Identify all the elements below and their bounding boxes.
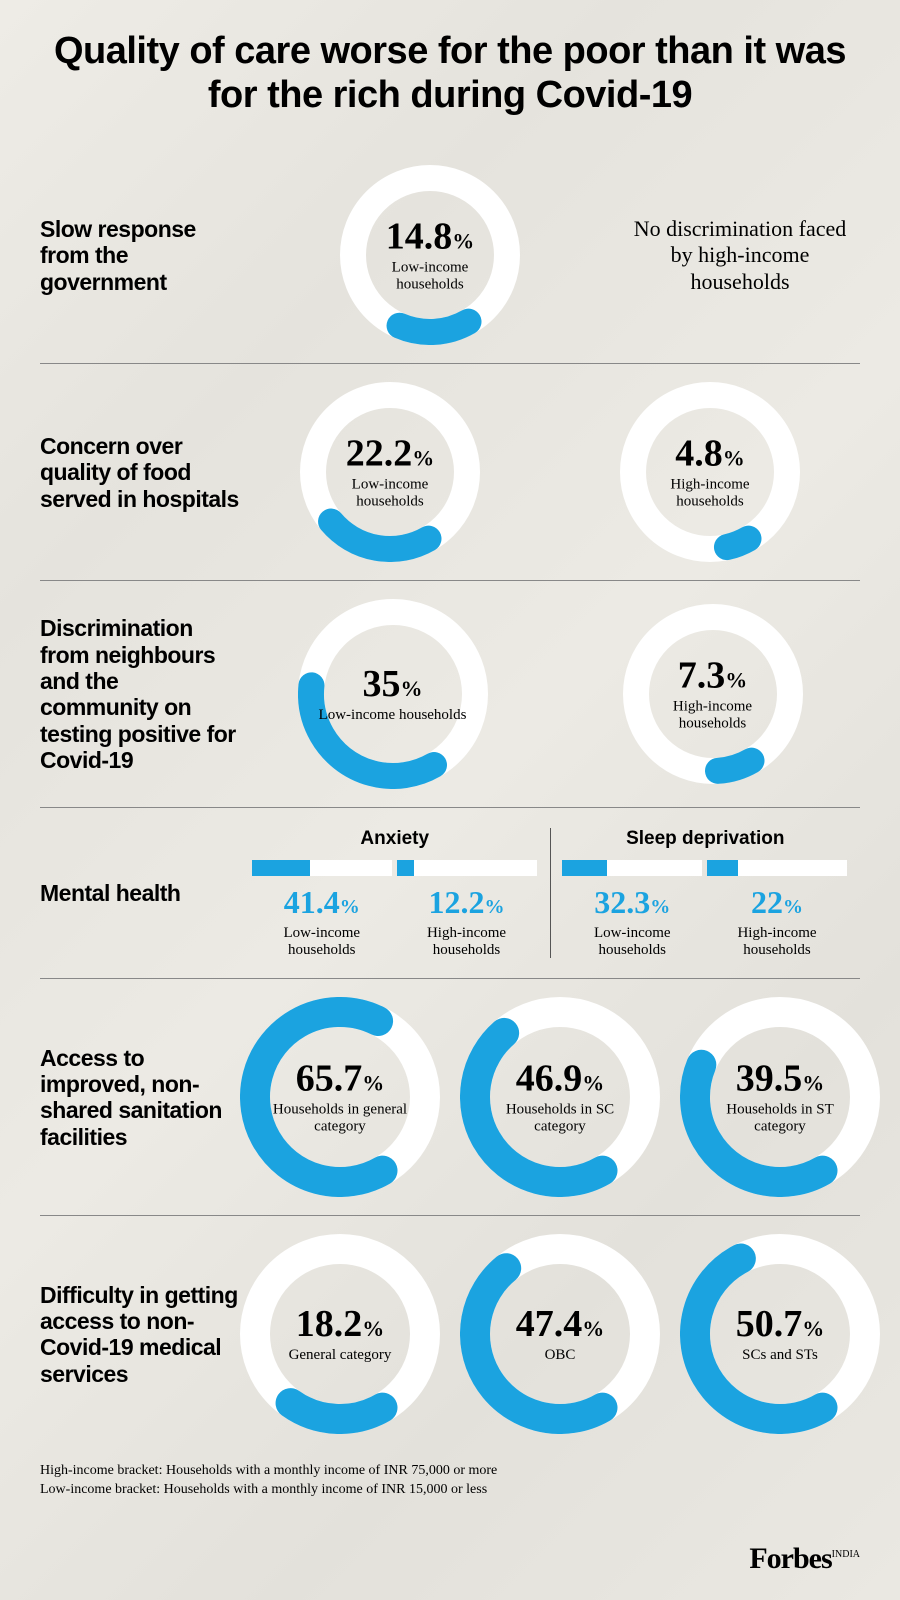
donut-pct: 65.7% [260, 1060, 420, 1098]
donut-pct: 14.8% [358, 218, 502, 256]
donut-center: 46.9% Households in SC category [480, 1060, 640, 1135]
donut-gov-low: 14.8% Low-income households [340, 165, 520, 345]
section-label: Difficulty in getting access to non-Covi… [40, 1282, 240, 1388]
mental-heading: Sleep deprivation [561, 828, 851, 850]
donut-center: 39.5% Households in ST category [700, 1060, 860, 1135]
section-gov: Slow response from the government 14.8% … [40, 147, 860, 364]
section-label: Mental health [40, 880, 240, 906]
donut-row: 14.8% Low-income households [240, 165, 620, 345]
donut-access-1: 47.4% OBC [460, 1234, 660, 1434]
footnote-line: High-income bracket: Households with a m… [40, 1462, 860, 1480]
footnotes: High-income bracket: Households with a m… [40, 1462, 860, 1498]
mental-pair: 41.4% Low-income households 12.2% High-i… [250, 860, 540, 958]
bar-fg [562, 860, 607, 876]
donut-row: 35% Low-income households 7.3% High-inco… [240, 599, 860, 789]
bar-fg [397, 860, 414, 876]
donut-pct: 22.2% [318, 435, 462, 473]
brand-sup: INDIA [832, 1549, 860, 1560]
donut-food-low: 22.2% Low-income households [300, 382, 480, 562]
donut-caption: OBC [480, 1347, 640, 1364]
donut-pct: 39.5% [700, 1060, 860, 1098]
donut-center: 47.4% OBC [480, 1305, 640, 1364]
donut-caption: High-income households [641, 699, 785, 732]
donut-discrim-low: 35% Low-income households [298, 599, 488, 789]
bar-bg [707, 860, 847, 876]
donut-row: 65.7% Households in general category 46.… [240, 997, 880, 1197]
brand-logo: ForbesINDIA [749, 1542, 860, 1576]
mental-pct: 12.2% [394, 884, 540, 921]
section-label: Discrimination from neighbours and the c… [40, 615, 240, 774]
donut-center: 35% Low-income households [317, 665, 469, 724]
brand-text: Forbes [749, 1542, 831, 1575]
infographic-page: Quality of care worse for the poor than … [0, 0, 900, 1600]
donut-caption: Households in SC category [480, 1102, 640, 1135]
section-mental: Mental health Anxiety 41.4% Low-income h… [40, 808, 860, 979]
mental-item: 12.2% High-income households [394, 860, 540, 958]
donut-row: 18.2% General category 47.4% OBC 50.7% S… [240, 1234, 880, 1434]
section-access: Difficulty in getting access to non-Covi… [40, 1216, 860, 1452]
bar-bg [397, 860, 537, 876]
donut-pct: 4.8% [638, 435, 782, 473]
footnote-line: Low-income bracket: Households with a mo… [40, 1481, 860, 1499]
mental-heading: Anxiety [250, 828, 540, 850]
section-note: No discrimination faced by high-income h… [620, 216, 860, 295]
section-label: Access to improved, non-shared sanitatio… [40, 1045, 240, 1151]
donut-access-2: 50.7% SCs and STs [680, 1234, 880, 1434]
mental-anxiety: Anxiety 41.4% Low-income households 12.2… [240, 828, 551, 958]
donut-caption: Households in ST category [700, 1102, 860, 1135]
bar-fg [252, 860, 310, 876]
donut-caption: Low-income households [318, 477, 462, 510]
donut-caption: Low-income households [358, 260, 502, 293]
donut-pct: 18.2% [260, 1305, 420, 1343]
section-label: Concern over quality of food served in h… [40, 433, 240, 512]
donut-discrim-high: 7.3% High-income households [623, 599, 803, 789]
section-sanitation: Access to improved, non-shared sanitatio… [40, 979, 860, 1216]
donut-pct: 47.4% [480, 1305, 640, 1343]
bar-bg [252, 860, 392, 876]
donut-caption: SCs and STs [700, 1347, 860, 1364]
donut-caption: High-income households [638, 477, 782, 510]
donut-center: 18.2% General category [260, 1305, 420, 1364]
mental-sleep: Sleep deprivation 32.3% Low-income house… [551, 828, 861, 958]
mental-item: 32.3% Low-income households [561, 860, 705, 958]
mental-body: Anxiety 41.4% Low-income households 12.2… [240, 828, 860, 958]
donut-center: 65.7% Households in general category [260, 1060, 420, 1135]
donut-sanitation-2: 39.5% Households in ST category [680, 997, 880, 1197]
page-title: Quality of care worse for the poor than … [40, 30, 860, 117]
donut-sanitation-1: 46.9% Households in SC category [460, 997, 660, 1197]
donut-center: 14.8% Low-income households [358, 218, 502, 293]
donut-caption: Households in general category [260, 1102, 420, 1135]
donut-sanitation-0: 65.7% Households in general category [240, 997, 440, 1197]
donut-pct: 35% [317, 665, 469, 703]
donut-pct: 7.3% [641, 657, 785, 695]
section-food: Concern over quality of food served in h… [40, 364, 860, 581]
mental-pct: 32.3% [561, 884, 705, 921]
section-label: Slow response from the government [40, 216, 240, 295]
bar-bg [562, 860, 702, 876]
donut-center: 4.8% High-income households [638, 435, 782, 510]
bar-fg [707, 860, 738, 876]
section-discrim: Discrimination from neighbours and the c… [40, 581, 860, 808]
donut-center: 7.3% High-income households [641, 657, 785, 732]
donut-center: 50.7% SCs and STs [700, 1305, 860, 1364]
mental-pct: 41.4% [250, 884, 394, 921]
donut-center: 22.2% Low-income households [318, 435, 462, 510]
mental-pair: 32.3% Low-income households 22% High-inc… [561, 860, 851, 958]
donut-access-0: 18.2% General category [240, 1234, 440, 1434]
mental-item: 41.4% Low-income households [250, 860, 394, 958]
donut-caption: General category [260, 1347, 420, 1364]
mental-caption: Low-income households [250, 925, 394, 958]
donut-caption: Low-income households [317, 707, 469, 724]
donut-row: 22.2% Low-income households 4.8% High-in… [240, 382, 860, 562]
mental-caption: High-income households [704, 925, 850, 958]
mental-pct: 22% [704, 884, 850, 921]
donut-food-high: 4.8% High-income households [620, 382, 800, 562]
mental-caption: Low-income households [561, 925, 705, 958]
mental-item: 22% High-income households [704, 860, 850, 958]
donut-pct: 50.7% [700, 1305, 860, 1343]
mental-caption: High-income households [394, 925, 540, 958]
donut-pct: 46.9% [480, 1060, 640, 1098]
